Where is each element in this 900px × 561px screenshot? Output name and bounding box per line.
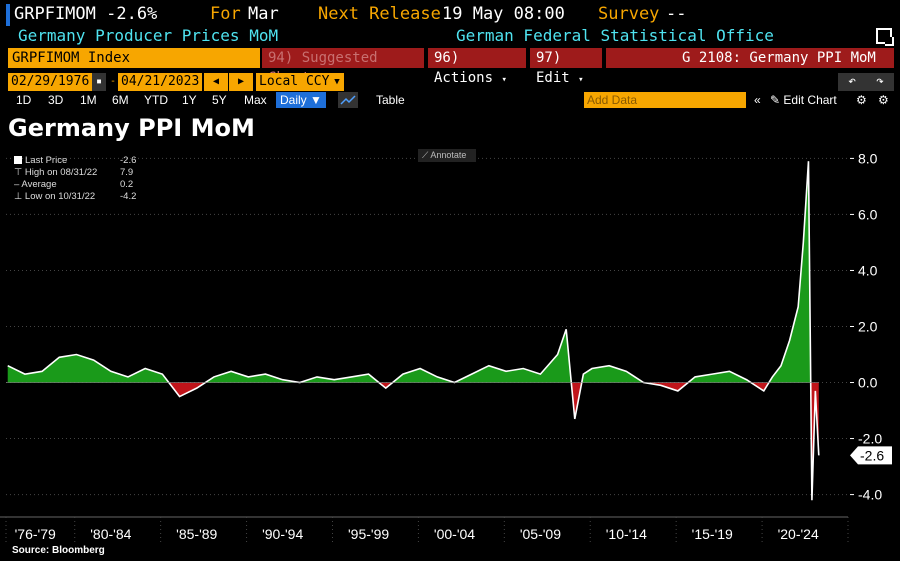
- ticker-label: GRPFIMOM -2.6%: [6, 4, 158, 26]
- line-chart-icon[interactable]: [338, 92, 358, 108]
- actions-button[interactable]: 96) Actions ▾: [428, 48, 526, 86]
- actions-label: 96) Actions: [434, 50, 494, 86]
- survey-label: Survey: [598, 4, 660, 24]
- legend-last-label: Last Price: [25, 155, 68, 166]
- next-release-label: Next Release: [318, 4, 441, 24]
- expand-icon[interactable]: [876, 28, 894, 46]
- pencil-icon: ✎: [770, 93, 781, 107]
- x-tick-label: '05-'09: [520, 526, 561, 542]
- legend-last: Last Price -2.6: [14, 155, 148, 167]
- dash-icon: –: [14, 179, 22, 190]
- table-button[interactable]: Table: [376, 93, 405, 107]
- arrow-up-icon: ⊤: [14, 167, 25, 178]
- security-name: Germany Producer Prices MoM: [18, 26, 279, 45]
- for-value: Mar: [248, 4, 279, 24]
- edit-chart-button[interactable]: ✎ Edit Chart: [770, 92, 837, 108]
- last-value-label: -2.6: [860, 447, 884, 463]
- legend-high-label: High on 08/31/22: [24, 167, 98, 178]
- y-tick-label: 4.0: [858, 262, 878, 278]
- x-tick-label: '95-'99: [348, 526, 389, 542]
- caret-down-icon: ▾: [578, 75, 584, 85]
- currency-select[interactable]: Local CCY ▼: [256, 73, 344, 91]
- period-3d[interactable]: 3D: [48, 93, 64, 107]
- last-value-marker: [850, 446, 892, 465]
- y-tick-label: 8.0: [858, 150, 878, 166]
- security-row: Germany Producer Prices MoM German Feder…: [0, 26, 900, 48]
- x-tick-label: '20-'24: [778, 526, 819, 542]
- legend-low-value: -4.2: [120, 191, 137, 202]
- period-row: 1D 3D 1M 6M YTD 1Y 5Y Max Daily ▼ Table …: [0, 92, 900, 108]
- currency-value: Local CCY: [259, 74, 330, 89]
- header-row: GRPFIMOM -2.6% For Mar Next Release 19 M…: [0, 4, 900, 26]
- date-separator: -: [106, 73, 120, 91]
- chevron-down-icon: ▼: [330, 73, 344, 91]
- source-note: Source: Bloomberg: [12, 545, 105, 556]
- frequency-select[interactable]: Daily ▼: [276, 92, 326, 108]
- chart-legend: Last Price -2.6 ⊤ High on 08/31/22 7.9 – A…: [14, 155, 148, 207]
- y-tick-label: 0.0: [858, 375, 878, 391]
- chart-title-field[interactable]: G 2108: Germany PPI MoM: [606, 48, 894, 68]
- suggested-charts-button[interactable]: 94) Suggested Charts: [262, 48, 424, 86]
- legend-swatch: [14, 156, 22, 164]
- legend-average-value: 0.2: [120, 179, 134, 190]
- survey-value: --: [666, 4, 687, 24]
- next-arrow-icon[interactable]: ▶: [229, 73, 253, 91]
- redo-icon[interactable]: ↷: [866, 73, 894, 91]
- y-tick-label: -4.0: [858, 487, 882, 503]
- annotate-label: Annotate: [430, 150, 467, 160]
- negative-area: [7, 382, 819, 501]
- line-chart-glyph: [340, 95, 356, 105]
- legend-average-label: Average: [21, 179, 57, 190]
- next-release-value: 19 May 08:00: [442, 4, 565, 24]
- legend-low: ⊥ Low on 10/31/22 -4.2: [14, 191, 148, 203]
- y-tick-label: -2.0: [858, 431, 882, 447]
- calendar-icon[interactable]: ▪: [92, 73, 106, 91]
- date-row: 02/29/1976 ▪ - 04/21/2023 ◀ ▶ Local CCY ▼…: [0, 73, 900, 91]
- prev-arrow-icon[interactable]: ◀: [204, 73, 228, 91]
- period-1y[interactable]: 1Y: [182, 93, 197, 107]
- period-1m[interactable]: 1M: [80, 93, 97, 107]
- y-tick-label: 2.0: [858, 318, 878, 334]
- start-date-input[interactable]: 02/29/1976: [8, 73, 92, 91]
- settings-icon[interactable]: ⚙: [856, 93, 867, 107]
- collapse-icon[interactable]: «: [754, 93, 761, 107]
- caret-down-icon: ▾: [501, 75, 507, 85]
- index-field[interactable]: GRPFIMOM Index: [8, 48, 260, 68]
- period-1d[interactable]: 1D: [16, 93, 32, 107]
- legend-average: – Average 0.2: [14, 179, 148, 191]
- legend-last-value: -2.6: [120, 155, 137, 166]
- add-data-input[interactable]: Add Data: [584, 92, 746, 108]
- x-tick-label: '80-'84: [90, 526, 131, 542]
- legend-low-label: Low on 10/31/22: [24, 191, 96, 202]
- chart-title: Germany PPI MoM: [8, 114, 255, 142]
- x-tick-label: '90-'94: [262, 526, 303, 542]
- edit-label: 97) Edit: [536, 50, 570, 86]
- x-tick-label: '15-'19: [692, 526, 733, 542]
- arrow-down-icon: ⊥: [14, 191, 25, 202]
- period-5y[interactable]: 5Y: [212, 93, 227, 107]
- undo-icon[interactable]: ↶: [838, 73, 866, 91]
- toolbar-row: GRPFIMOM Index 94) Suggested Charts 96) …: [0, 48, 900, 86]
- x-tick-label: '00-'04: [434, 526, 475, 542]
- x-tick-label: '76-'79: [15, 526, 56, 542]
- period-ytd[interactable]: YTD: [144, 93, 168, 107]
- period-max[interactable]: Max: [244, 93, 267, 107]
- x-tick-label: '10-'14: [606, 526, 647, 542]
- pencil-icon: ⟋: [422, 150, 431, 160]
- series-line: [7, 161, 820, 501]
- annotate-button[interactable]: ⟋ Annotate: [418, 149, 476, 162]
- edit-button[interactable]: 97) Edit ▾: [530, 48, 602, 86]
- x-tick-label: '85-'89: [176, 526, 217, 542]
- positive-area: [7, 161, 811, 383]
- source-organization: German Federal Statistical Office: [456, 26, 774, 45]
- gear-icon[interactable]: ⚙: [878, 93, 889, 107]
- edit-chart-label: Edit Chart: [783, 93, 837, 107]
- period-6m[interactable]: 6M: [112, 93, 129, 107]
- chart-area[interactable]: 8.0 6.0 4.0 2.0 0.0 -2.0 -4.0 '76-'79 '80-'84 '85…: [0, 140, 900, 545]
- for-label: For: [210, 4, 241, 24]
- legend-high: ⊤ High on 08/31/22 7.9: [14, 167, 148, 179]
- y-tick-label: 6.0: [858, 206, 878, 222]
- legend-high-value: 7.9: [120, 167, 134, 178]
- end-date-input[interactable]: 04/21/2023: [118, 73, 202, 91]
